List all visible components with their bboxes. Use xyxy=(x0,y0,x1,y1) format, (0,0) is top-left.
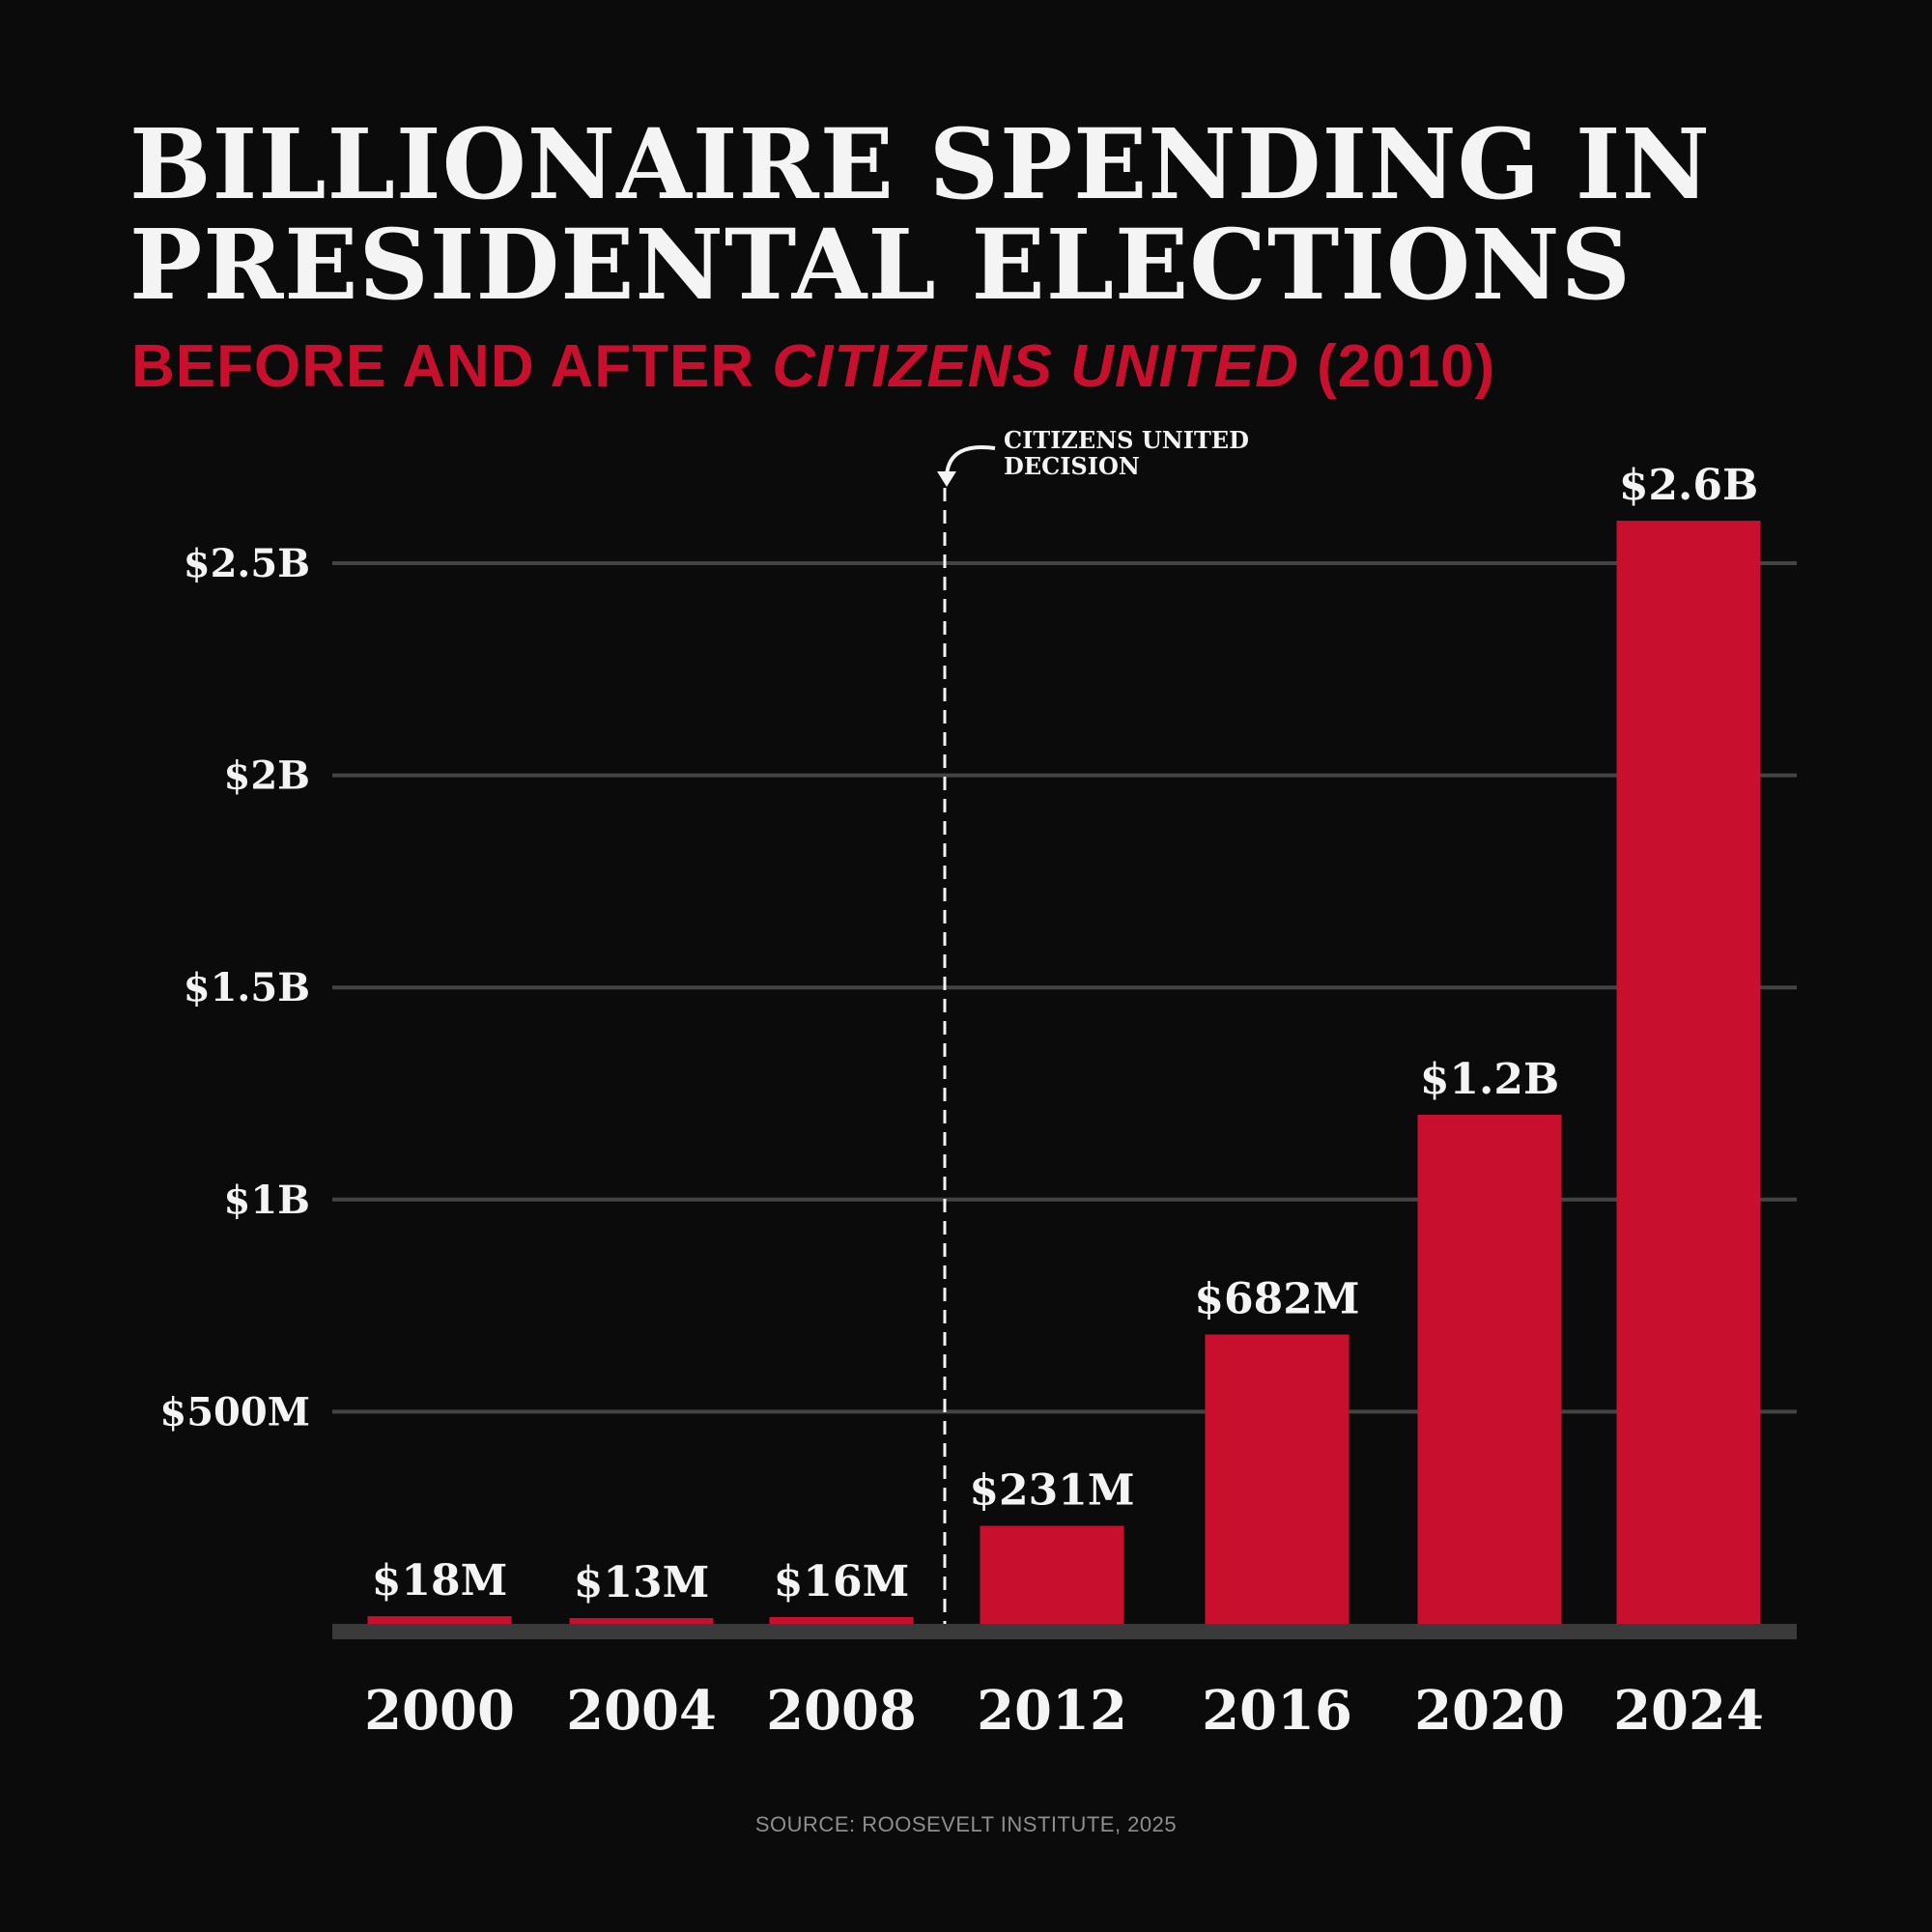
bar-2004 xyxy=(569,1618,714,1624)
data-label: $1.2B xyxy=(1420,1055,1559,1104)
x-tick-label: 2012 xyxy=(977,1679,1127,1743)
source-note: SOURCE: ROOSEVELT INSTITUTE, 2025 xyxy=(754,1812,1178,1836)
title-line-2: PRESIDENTAL ELECTIONS xyxy=(129,208,1632,322)
bar-2008 xyxy=(769,1616,914,1624)
subtitle-prefix: BEFORE AND AFTER xyxy=(131,333,773,400)
y-tick-label: $2.5B xyxy=(184,541,310,586)
y-tick-label: $1.5B xyxy=(184,965,310,1010)
title-line-1: BILLIONAIRE SPENDING IN xyxy=(129,107,1712,221)
bar-2020 xyxy=(1417,1114,1562,1624)
data-label: $231M xyxy=(969,1466,1134,1516)
x-tick-label: 2000 xyxy=(364,1679,515,1743)
y-tick-label: $500M xyxy=(159,1389,310,1435)
x-axis-baseline xyxy=(332,1624,1797,1639)
bar-2000 xyxy=(367,1616,512,1624)
x-tick-label: 2024 xyxy=(1613,1679,1764,1743)
subtitle-suffix: (2010) xyxy=(1298,333,1496,400)
arrowhead-icon xyxy=(937,471,956,487)
data-label: $13M xyxy=(574,1558,710,1607)
y-tick-label: $1B xyxy=(224,1178,310,1223)
chart-subtitle: BEFORE AND AFTER CITIZENS UNITED (2010) xyxy=(131,332,1495,401)
bar-2016 xyxy=(1205,1334,1350,1624)
annotation-text: DECISION xyxy=(1004,452,1140,480)
data-label: $2.6B xyxy=(1619,461,1758,510)
x-tick-label: 2020 xyxy=(1414,1679,1565,1743)
x-tick-label: 2008 xyxy=(766,1679,917,1743)
annotation-text: CITIZENS UNITED xyxy=(1004,426,1249,454)
y-tick-label: $2B xyxy=(224,753,310,799)
data-label: $682M xyxy=(1194,1274,1359,1323)
bar-2012 xyxy=(980,1525,1124,1624)
x-tick-label: 2004 xyxy=(566,1679,717,1743)
x-tick-label: 2016 xyxy=(1202,1679,1352,1743)
data-label: $18M xyxy=(372,1556,508,1605)
chart-title: BILLIONAIRE SPENDING IN PRESIDENTAL ELEC… xyxy=(129,114,1711,315)
bar-2024 xyxy=(1616,521,1761,1624)
data-label: $16M xyxy=(774,1557,910,1606)
arrow-icon xyxy=(945,445,996,476)
subtitle-italic: CITIZENS UNITED xyxy=(772,333,1299,400)
